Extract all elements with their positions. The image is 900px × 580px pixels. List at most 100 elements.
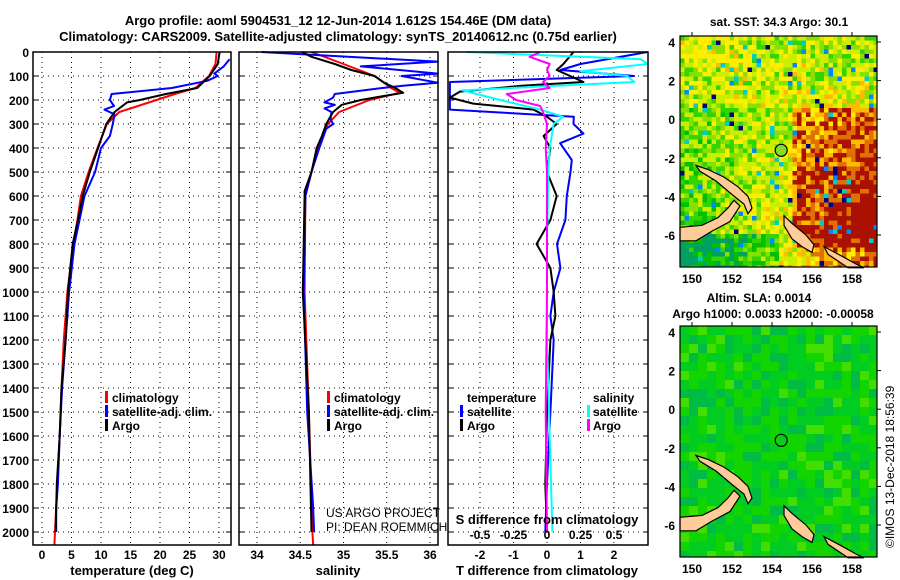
map-cell bbox=[801, 256, 806, 261]
map-cell bbox=[765, 247, 770, 252]
map-cell bbox=[774, 54, 779, 59]
map-cell bbox=[819, 112, 824, 117]
legend-swatch-satellite bbox=[327, 405, 330, 417]
map-cell bbox=[864, 166, 869, 171]
map-cell bbox=[806, 216, 811, 221]
map-cell bbox=[774, 85, 779, 90]
map-cell bbox=[797, 112, 802, 117]
map-cell bbox=[824, 497, 833, 506]
map-cell bbox=[851, 211, 856, 216]
map-cell bbox=[851, 353, 860, 362]
map-cell bbox=[752, 171, 757, 176]
map-cell bbox=[752, 85, 757, 90]
map-cell bbox=[869, 229, 874, 234]
map-cell bbox=[860, 121, 865, 126]
map-cell bbox=[833, 108, 838, 113]
map-cell bbox=[752, 36, 757, 41]
map-cell bbox=[774, 189, 779, 194]
map-cell bbox=[720, 49, 725, 54]
map-cell bbox=[720, 135, 725, 140]
map-cell bbox=[855, 193, 860, 198]
map-cell bbox=[689, 171, 694, 176]
map-cell bbox=[783, 184, 788, 189]
map-cell bbox=[788, 99, 793, 104]
map-cell bbox=[716, 202, 721, 207]
series-line-argo bbox=[54, 51, 221, 533]
map-cell bbox=[842, 353, 851, 362]
map-cell bbox=[684, 175, 689, 180]
map-cell bbox=[743, 63, 748, 68]
map-cell bbox=[765, 130, 770, 135]
map-cell bbox=[828, 108, 833, 113]
map-cell bbox=[851, 180, 856, 185]
map-cell bbox=[702, 49, 707, 54]
sst-map-title: sat. SST: 34.3 Argo: 30.1 bbox=[710, 15, 849, 29]
map-cell bbox=[770, 335, 779, 344]
map-cell bbox=[707, 153, 712, 158]
map-cell bbox=[734, 90, 739, 95]
map-cell bbox=[756, 175, 761, 180]
map-cell bbox=[846, 198, 851, 203]
map-cell bbox=[734, 443, 743, 452]
map-cell bbox=[738, 81, 743, 86]
map-cell bbox=[756, 252, 761, 257]
map-cell bbox=[797, 551, 806, 557]
map-cell bbox=[725, 234, 730, 239]
map-cell bbox=[842, 157, 847, 162]
map-cell bbox=[806, 225, 811, 230]
x-tick-label: 34 bbox=[250, 548, 264, 562]
map-cell bbox=[756, 135, 761, 140]
map-cell bbox=[797, 211, 802, 216]
map-cell bbox=[869, 238, 874, 243]
map-cell bbox=[783, 256, 788, 261]
map-cell bbox=[873, 58, 877, 63]
map-cell bbox=[680, 353, 689, 362]
map-cell bbox=[806, 103, 811, 108]
map-cell bbox=[729, 126, 734, 131]
map-cell bbox=[833, 443, 842, 452]
map-cell bbox=[680, 63, 685, 68]
map-cell bbox=[824, 94, 829, 99]
map-cell bbox=[761, 326, 770, 335]
map-cell bbox=[819, 238, 824, 243]
map-cell bbox=[729, 58, 734, 63]
map-cell bbox=[837, 126, 842, 131]
map-cell bbox=[815, 193, 820, 198]
map-cell bbox=[698, 99, 703, 104]
map-cell bbox=[761, 58, 766, 63]
map-cell bbox=[711, 49, 716, 54]
map-cell bbox=[743, 344, 752, 353]
map-cell bbox=[711, 99, 716, 104]
map-cell bbox=[815, 371, 824, 380]
map-cell bbox=[752, 63, 757, 68]
map-cell bbox=[770, 144, 775, 149]
map-cell bbox=[851, 40, 856, 45]
map-cell bbox=[833, 94, 838, 99]
map-cell bbox=[761, 72, 766, 77]
map-cell bbox=[680, 344, 689, 353]
map-cell bbox=[833, 524, 842, 533]
map-cell bbox=[698, 36, 703, 41]
map-cell bbox=[743, 207, 748, 212]
map-cell bbox=[815, 515, 824, 524]
map-cell bbox=[846, 144, 851, 149]
map-cell bbox=[770, 157, 775, 162]
map-cell bbox=[869, 36, 874, 41]
map-cell bbox=[806, 108, 811, 113]
map-cell bbox=[855, 126, 860, 131]
map-cell bbox=[851, 362, 860, 371]
map-cell bbox=[729, 247, 734, 252]
map-cell bbox=[833, 139, 838, 144]
map-cell bbox=[743, 434, 752, 443]
map-cell bbox=[693, 243, 698, 248]
map-cell bbox=[842, 162, 847, 167]
map-cell bbox=[698, 153, 703, 158]
map-cell bbox=[842, 85, 847, 90]
map-cell bbox=[707, 36, 712, 41]
map-cell bbox=[725, 362, 734, 371]
map-cell bbox=[846, 63, 851, 68]
map-cell bbox=[873, 139, 877, 144]
map-cell bbox=[689, 243, 694, 248]
map-cell bbox=[828, 243, 833, 248]
map-cell bbox=[689, 148, 694, 153]
